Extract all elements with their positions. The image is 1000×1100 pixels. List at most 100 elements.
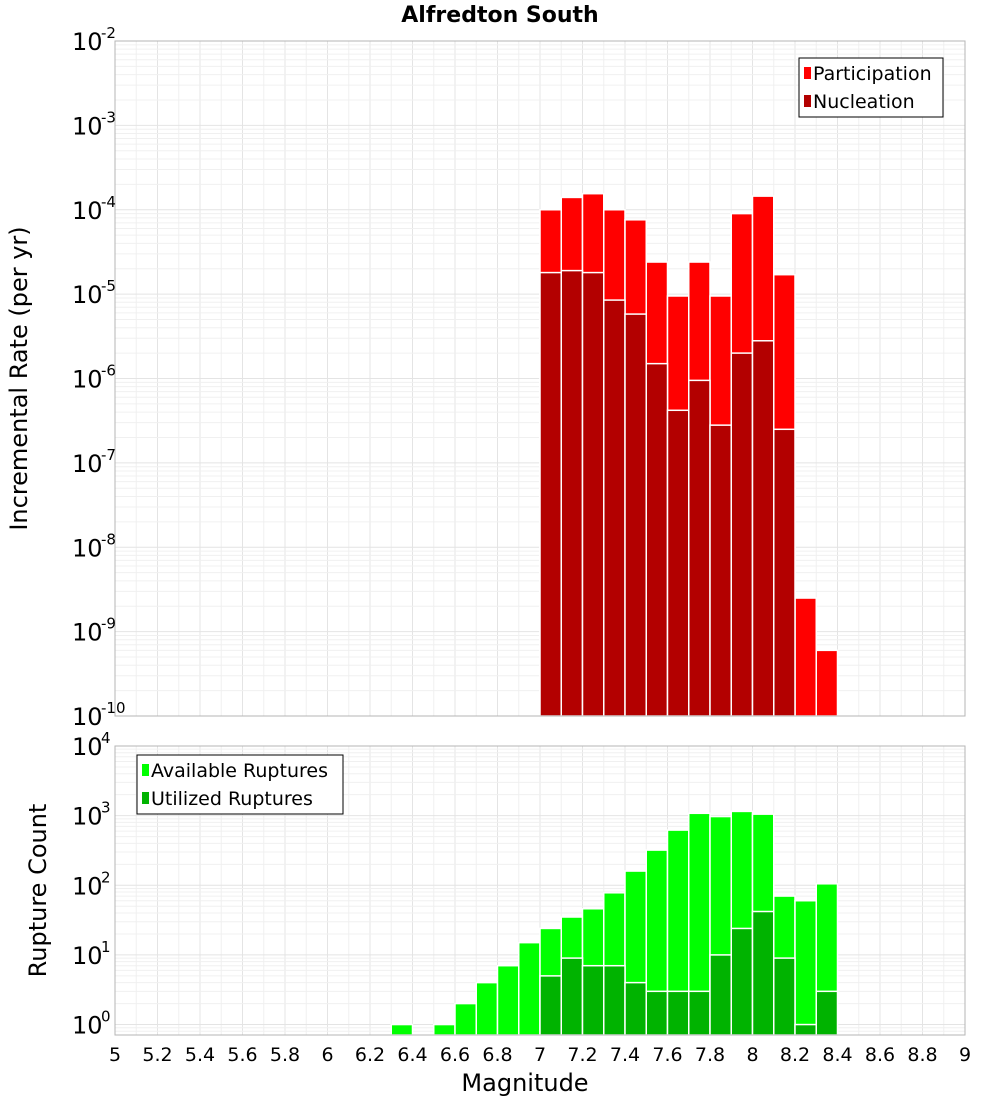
count-bar-utilized-ruptures [581, 964, 605, 1036]
count-y-tick-exponent: 2 [101, 868, 111, 886]
rate-legend-box [798, 57, 944, 118]
x-tick-label: 5 [109, 1044, 121, 1066]
rate-frame [114, 40, 966, 717]
count-bar-utilized-ruptures [539, 975, 562, 1036]
count-bar-utilized-ruptures [751, 910, 775, 1036]
legend-label-utilized-ruptures: Utilized Ruptures [151, 788, 313, 810]
count-bar-utilized-ruptures [730, 927, 754, 1036]
x-tick-label: 8.6 [865, 1044, 895, 1066]
count-bar-available-ruptures [454, 1002, 477, 1036]
x-tick-label: 5.4 [185, 1044, 215, 1066]
count-bar-utilized-ruptures [709, 954, 732, 1036]
count-y-tick-label: 10 [72, 733, 103, 761]
count-bar-utilized-ruptures [794, 1023, 817, 1036]
count-bar-available-ruptures [496, 964, 520, 1036]
x-tick-label: 5.2 [142, 1044, 172, 1066]
x-tick-label: 7.4 [610, 1044, 640, 1066]
count-bar-utilized-ruptures [560, 957, 584, 1036]
rate-bar-nucleation [773, 428, 796, 717]
legend-swatch-utilized-ruptures [142, 792, 149, 804]
rate-bar-nucleation [581, 271, 605, 717]
count-bar-utilized-ruptures [603, 964, 626, 1036]
rate-y-tick-label: 10 [72, 28, 103, 56]
x-tick-label: 7.8 [695, 1044, 725, 1066]
rate-bar-nucleation [624, 313, 647, 717]
rate-bar-participation [794, 597, 817, 717]
rate-y-tick-label: 10 [72, 197, 103, 225]
rate-y-tick-exponent: -8 [101, 530, 116, 548]
rate-y-tick-exponent: -7 [101, 446, 116, 464]
rate-y-tick-label: 10 [72, 112, 103, 140]
rate-y-tick-exponent: -2 [101, 24, 116, 42]
rate-bar-participation [815, 649, 839, 717]
rate-bar-nucleation [539, 271, 562, 717]
rate-bar-nucleation [751, 340, 775, 717]
rate-bars [539, 192, 839, 717]
legend-swatch-nucleation [804, 95, 811, 107]
rate-bar-nucleation [688, 379, 711, 717]
x-tick-label: 6.2 [355, 1044, 385, 1066]
rate-y-tick-label: 10 [72, 366, 103, 394]
count-y-tick-label: 10 [72, 942, 103, 970]
count-y-tick-label: 10 [72, 803, 103, 831]
x-tick-label: 7.6 [652, 1044, 682, 1066]
count-bar-utilized-ruptures [645, 990, 669, 1036]
rate-legend: Participation Nucleation [798, 57, 944, 118]
x-tick-label: 6.8 [482, 1044, 512, 1066]
count-y-tick-label: 10 [72, 1012, 103, 1040]
x-ticks: 5 5.2 5.4 5.6 5.8 6 6.2 6.4 6.6 6.8 7 7.2 7.4 7.6 7.8 8… [109, 1044, 971, 1066]
rate-panel: 10-1010-910-810-710-610-510-410-310-2Inc… [5, 24, 966, 731]
count-bar-utilized-ruptures [666, 990, 690, 1036]
count-bar-utilized-ruptures [773, 957, 796, 1036]
count-bar-utilized-ruptures [688, 990, 711, 1036]
rate-y-tick-label: 10 [72, 450, 103, 478]
rate-y-tick-label: 10 [72, 534, 103, 562]
count-bar-available-ruptures [518, 941, 541, 1036]
count-y-tick-exponent: 1 [101, 938, 111, 956]
legend-label-participation: Participation [813, 63, 932, 85]
x-tick-label: 7.2 [567, 1044, 597, 1066]
count-y-tick-label: 10 [72, 872, 103, 900]
legend-label-nucleation: Nucleation [813, 91, 915, 113]
rate-bar-nucleation [730, 352, 754, 717]
rate-bar-nucleation [603, 299, 626, 717]
legend-label-available-ruptures: Available Ruptures [151, 760, 328, 782]
x-tick-label: 6 [321, 1044, 333, 1066]
x-tick-label: 8.4 [822, 1044, 852, 1066]
rate-y-tick-exponent: -10 [101, 699, 126, 717]
rate-bar-nucleation [709, 424, 732, 717]
count-bar-available-ruptures [475, 981, 499, 1036]
x-tick-label: 8 [746, 1044, 758, 1066]
rate-bar-nucleation [645, 362, 669, 717]
chart-title: Alfredton South [401, 3, 598, 28]
rate-y-tick-label: 10 [72, 281, 103, 309]
rate-y-tick-label: 10 [72, 703, 103, 731]
x-tick-label: 6.4 [397, 1044, 427, 1066]
rate-bar-nucleation [560, 269, 584, 717]
x-tick-label: 5.6 [227, 1044, 257, 1066]
rate-bar-nucleation [666, 409, 690, 717]
count-frame [114, 745, 966, 1036]
count-bar-utilized-ruptures [624, 981, 647, 1036]
count-legend-box [136, 754, 344, 815]
x-tick-label: 9 [959, 1044, 971, 1066]
rate-y-tick-exponent: -3 [101, 108, 116, 126]
rate-y-tick-exponent: -6 [101, 362, 116, 380]
count-bar-available-ruptures [794, 899, 817, 1036]
rate-y-tick-label: 10 [72, 619, 103, 647]
count-y-tick-exponent: 0 [101, 1008, 111, 1026]
x-tick-label: 8.2 [780, 1044, 810, 1066]
x-tick-label: 8.8 [907, 1044, 937, 1066]
legend-swatch-available-ruptures [142, 764, 149, 776]
x-tick-label: 6.6 [440, 1044, 470, 1066]
count-bar-utilized-ruptures [815, 990, 839, 1036]
legend-swatch-participation [804, 67, 811, 79]
rate-y-axis-label: Incremental Rate (per yr) [5, 226, 33, 530]
count-y-tick-exponent: 4 [101, 729, 111, 747]
x-tick-label: 5.8 [270, 1044, 300, 1066]
rate-y-tick-exponent: -4 [101, 193, 116, 211]
